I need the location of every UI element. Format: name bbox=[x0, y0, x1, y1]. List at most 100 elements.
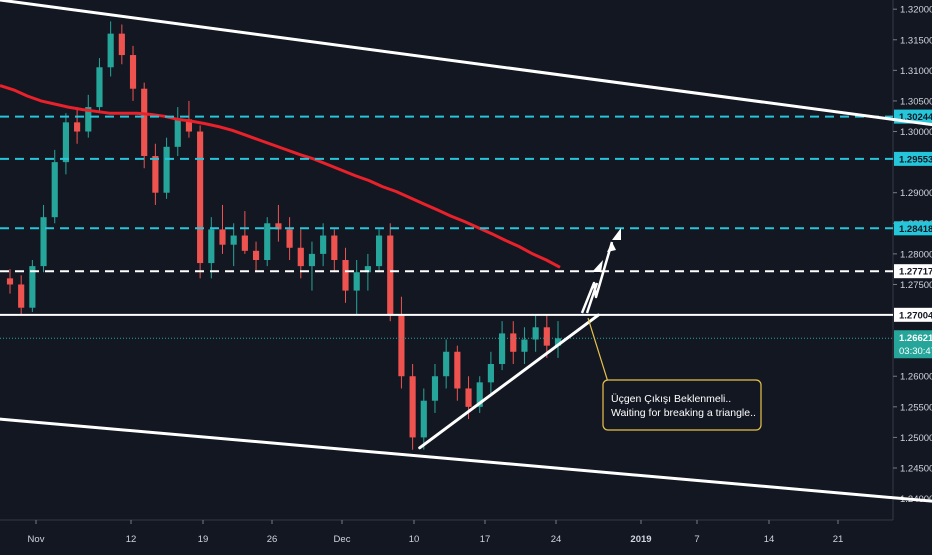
annotation-line: Waiting for breaking a triangle.. bbox=[611, 407, 756, 419]
candle-body bbox=[286, 229, 293, 248]
price-tick-label: 1.26000 bbox=[900, 372, 932, 383]
candle-body bbox=[443, 351, 450, 377]
price-tick-label: 1.25500 bbox=[900, 402, 932, 413]
candle-body bbox=[219, 229, 226, 245]
trendline-channel-top[interactable] bbox=[0, 0, 932, 127]
candle-body bbox=[454, 351, 461, 389]
date-tick-label: Dec bbox=[334, 534, 351, 545]
date-tick-label: 14 bbox=[764, 534, 775, 545]
level-price-label: 1.27717 bbox=[899, 267, 932, 278]
candle-body bbox=[118, 33, 125, 56]
level-price-label: 1.30244 bbox=[899, 112, 932, 123]
candle-body bbox=[387, 235, 394, 316]
price-tick-label: 1.25000 bbox=[900, 433, 932, 444]
candle-body bbox=[152, 156, 159, 193]
candle-body bbox=[521, 339, 528, 352]
candle-body bbox=[74, 122, 81, 132]
countdown-label: 03:30:47 bbox=[899, 346, 932, 357]
current-price-tag bbox=[894, 330, 932, 359]
candle-body bbox=[476, 382, 483, 407]
annotation-line: Üçgen Çıkışı Beklenmeli.. bbox=[611, 393, 731, 405]
candle-body bbox=[141, 88, 148, 156]
breakout-arrow-stem bbox=[585, 282, 599, 314]
candle-body bbox=[420, 400, 427, 438]
candle-body bbox=[29, 266, 36, 308]
candle-body bbox=[208, 229, 215, 264]
candle-body bbox=[129, 55, 137, 89]
candle-body bbox=[18, 284, 25, 308]
level-price-tag bbox=[894, 307, 932, 322]
date-tick-label: 12 bbox=[126, 534, 137, 545]
candle-body bbox=[398, 315, 405, 377]
candle-body bbox=[163, 146, 170, 193]
candle-body bbox=[51, 162, 58, 218]
candle-body bbox=[297, 247, 304, 267]
date-tick-label: 17 bbox=[480, 534, 491, 545]
price-tick-label: 1.24500 bbox=[900, 464, 932, 475]
candle-body bbox=[85, 107, 92, 132]
current-price-label: 1.26621 bbox=[899, 333, 932, 344]
price-tick-label: 1.28000 bbox=[900, 249, 932, 260]
candle-body bbox=[174, 119, 181, 147]
date-tick-label: 24 bbox=[551, 534, 562, 545]
candle-body bbox=[554, 338, 562, 346]
price-tick-label: 1.31000 bbox=[900, 66, 932, 77]
level-price-label: 1.28418 bbox=[899, 224, 932, 235]
candle-body bbox=[364, 266, 371, 273]
candle-body bbox=[6, 278, 14, 285]
candle-body bbox=[241, 235, 248, 251]
candle-body bbox=[465, 388, 472, 407]
candle-body bbox=[62, 122, 69, 163]
level-price-tag bbox=[894, 221, 932, 236]
candle-body bbox=[230, 235, 237, 245]
candle-body bbox=[409, 376, 416, 438]
candle-body bbox=[264, 223, 271, 260]
candle-body bbox=[342, 260, 349, 291]
date-tick-label: 19 bbox=[198, 534, 209, 545]
candle-body bbox=[96, 67, 103, 108]
candle-body bbox=[252, 250, 260, 260]
candle-body bbox=[320, 235, 327, 254]
candle-body bbox=[510, 333, 517, 352]
annotation-pointer bbox=[587, 317, 609, 383]
candle-body bbox=[543, 327, 550, 346]
candle-body bbox=[185, 119, 193, 132]
breakout-arrow-head bbox=[607, 242, 616, 252]
date-tick-label: Nov bbox=[28, 534, 45, 545]
price-tick-label: 1.31500 bbox=[900, 35, 932, 46]
date-tick-label: 2019 bbox=[630, 534, 651, 545]
candle-body bbox=[107, 33, 114, 68]
candle-body bbox=[331, 235, 338, 260]
candle-body bbox=[487, 364, 494, 383]
candle-body bbox=[431, 376, 439, 401]
breakout-arrow-head-2 bbox=[592, 260, 603, 272]
price-tick-label: 1.30000 bbox=[900, 127, 932, 138]
date-tick-label: 26 bbox=[267, 534, 278, 545]
price-tick-label: 1.30500 bbox=[900, 96, 932, 107]
candle-body bbox=[375, 235, 383, 267]
candle-body bbox=[197, 131, 204, 264]
level-price-label: 1.27004 bbox=[899, 310, 932, 321]
moving-average-line bbox=[0, 84, 561, 269]
level-price-tag bbox=[894, 264, 932, 279]
date-tick-label: 7 bbox=[694, 534, 699, 545]
date-tick-label: 10 bbox=[409, 534, 420, 545]
trendline-channel-bottom[interactable] bbox=[0, 417, 932, 503]
breakout-arrow-head-3 bbox=[612, 228, 621, 240]
price-tick-label: 1.29000 bbox=[900, 188, 932, 199]
price-tick-label: 1.32000 bbox=[900, 5, 932, 16]
price-tick-label: 1.27500 bbox=[900, 280, 932, 291]
candle-body bbox=[532, 327, 539, 340]
level-price-tag bbox=[894, 151, 932, 166]
level-price-label: 1.29553 bbox=[899, 154, 932, 165]
candle-body bbox=[353, 272, 360, 291]
candle-body bbox=[40, 217, 47, 267]
candle-body bbox=[308, 253, 316, 267]
trendline-triangle-support[interactable] bbox=[418, 313, 600, 450]
candle-body bbox=[275, 223, 282, 230]
date-tick-label: 21 bbox=[833, 534, 844, 545]
annotation-box[interactable] bbox=[602, 379, 762, 431]
